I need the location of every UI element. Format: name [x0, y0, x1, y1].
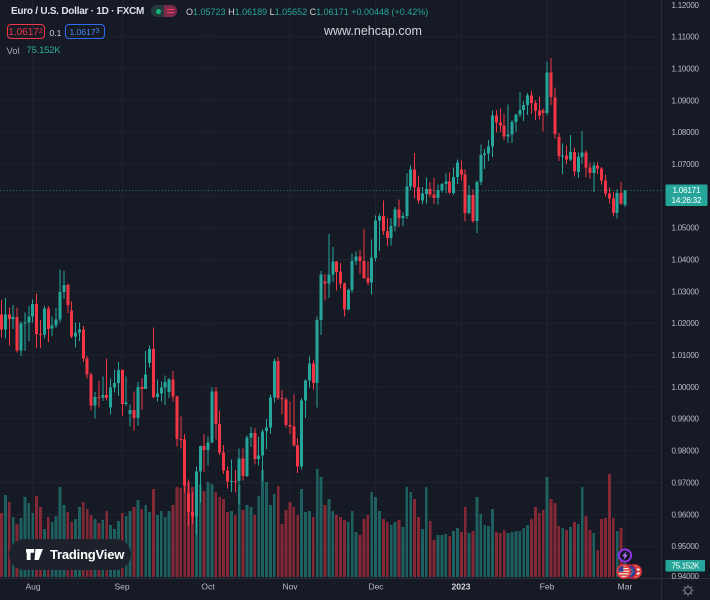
svg-text:1.04000: 1.04000: [672, 256, 700, 265]
svg-text:0.94000: 0.94000: [672, 572, 700, 581]
svg-text:1.09000: 1.09000: [672, 96, 700, 105]
svg-text:0.97000: 0.97000: [672, 478, 700, 487]
svg-text:75.152K: 75.152K: [672, 562, 701, 571]
svg-text:2023: 2023: [452, 582, 471, 592]
svg-text:Sep: Sep: [114, 582, 129, 592]
svg-text:1.02000: 1.02000: [672, 319, 700, 328]
svg-text:0.99000: 0.99000: [672, 415, 700, 424]
svg-text:0.98000: 0.98000: [672, 447, 700, 456]
svg-text:Dec: Dec: [368, 582, 384, 592]
svg-text:0.95000: 0.95000: [672, 542, 700, 551]
svg-text:1.10000: 1.10000: [672, 65, 700, 74]
svg-text:1.03000: 1.03000: [672, 287, 700, 296]
svg-text:1.05000: 1.05000: [672, 224, 700, 233]
svg-text:1.06171: 1.06171: [673, 186, 701, 195]
svg-text:Nov: Nov: [282, 582, 298, 592]
svg-text:1.07000: 1.07000: [672, 160, 700, 169]
svg-text:1.11000: 1.11000: [672, 33, 700, 42]
svg-text:Aug: Aug: [25, 582, 40, 592]
svg-text:Oct: Oct: [201, 582, 215, 592]
svg-text:Mar: Mar: [618, 582, 633, 592]
svg-text:14:26:32: 14:26:32: [672, 196, 702, 205]
svg-text:Feb: Feb: [540, 582, 555, 592]
svg-text:1.12000: 1.12000: [672, 1, 700, 10]
svg-text:1.01000: 1.01000: [672, 351, 700, 360]
svg-text:1.00000: 1.00000: [672, 383, 700, 392]
svg-text:0.96000: 0.96000: [672, 510, 700, 519]
svg-text:1.08000: 1.08000: [672, 128, 700, 137]
